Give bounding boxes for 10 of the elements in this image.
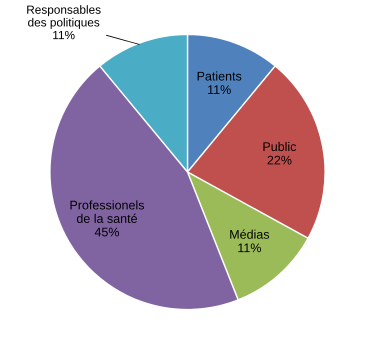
slice-label: Public xyxy=(263,142,296,152)
data-label: 11% xyxy=(208,85,231,94)
slice-label: Médias xyxy=(230,229,270,239)
data-label: 11% xyxy=(238,243,261,252)
slice-label: Professionels de la santé xyxy=(70,200,144,223)
slice-label: Patients xyxy=(198,71,242,81)
slice-label: Responsables des politiques xyxy=(27,5,101,29)
data-label: 45% xyxy=(94,228,120,236)
data-label: 22% xyxy=(268,156,292,165)
data-label: 11% xyxy=(53,30,75,40)
